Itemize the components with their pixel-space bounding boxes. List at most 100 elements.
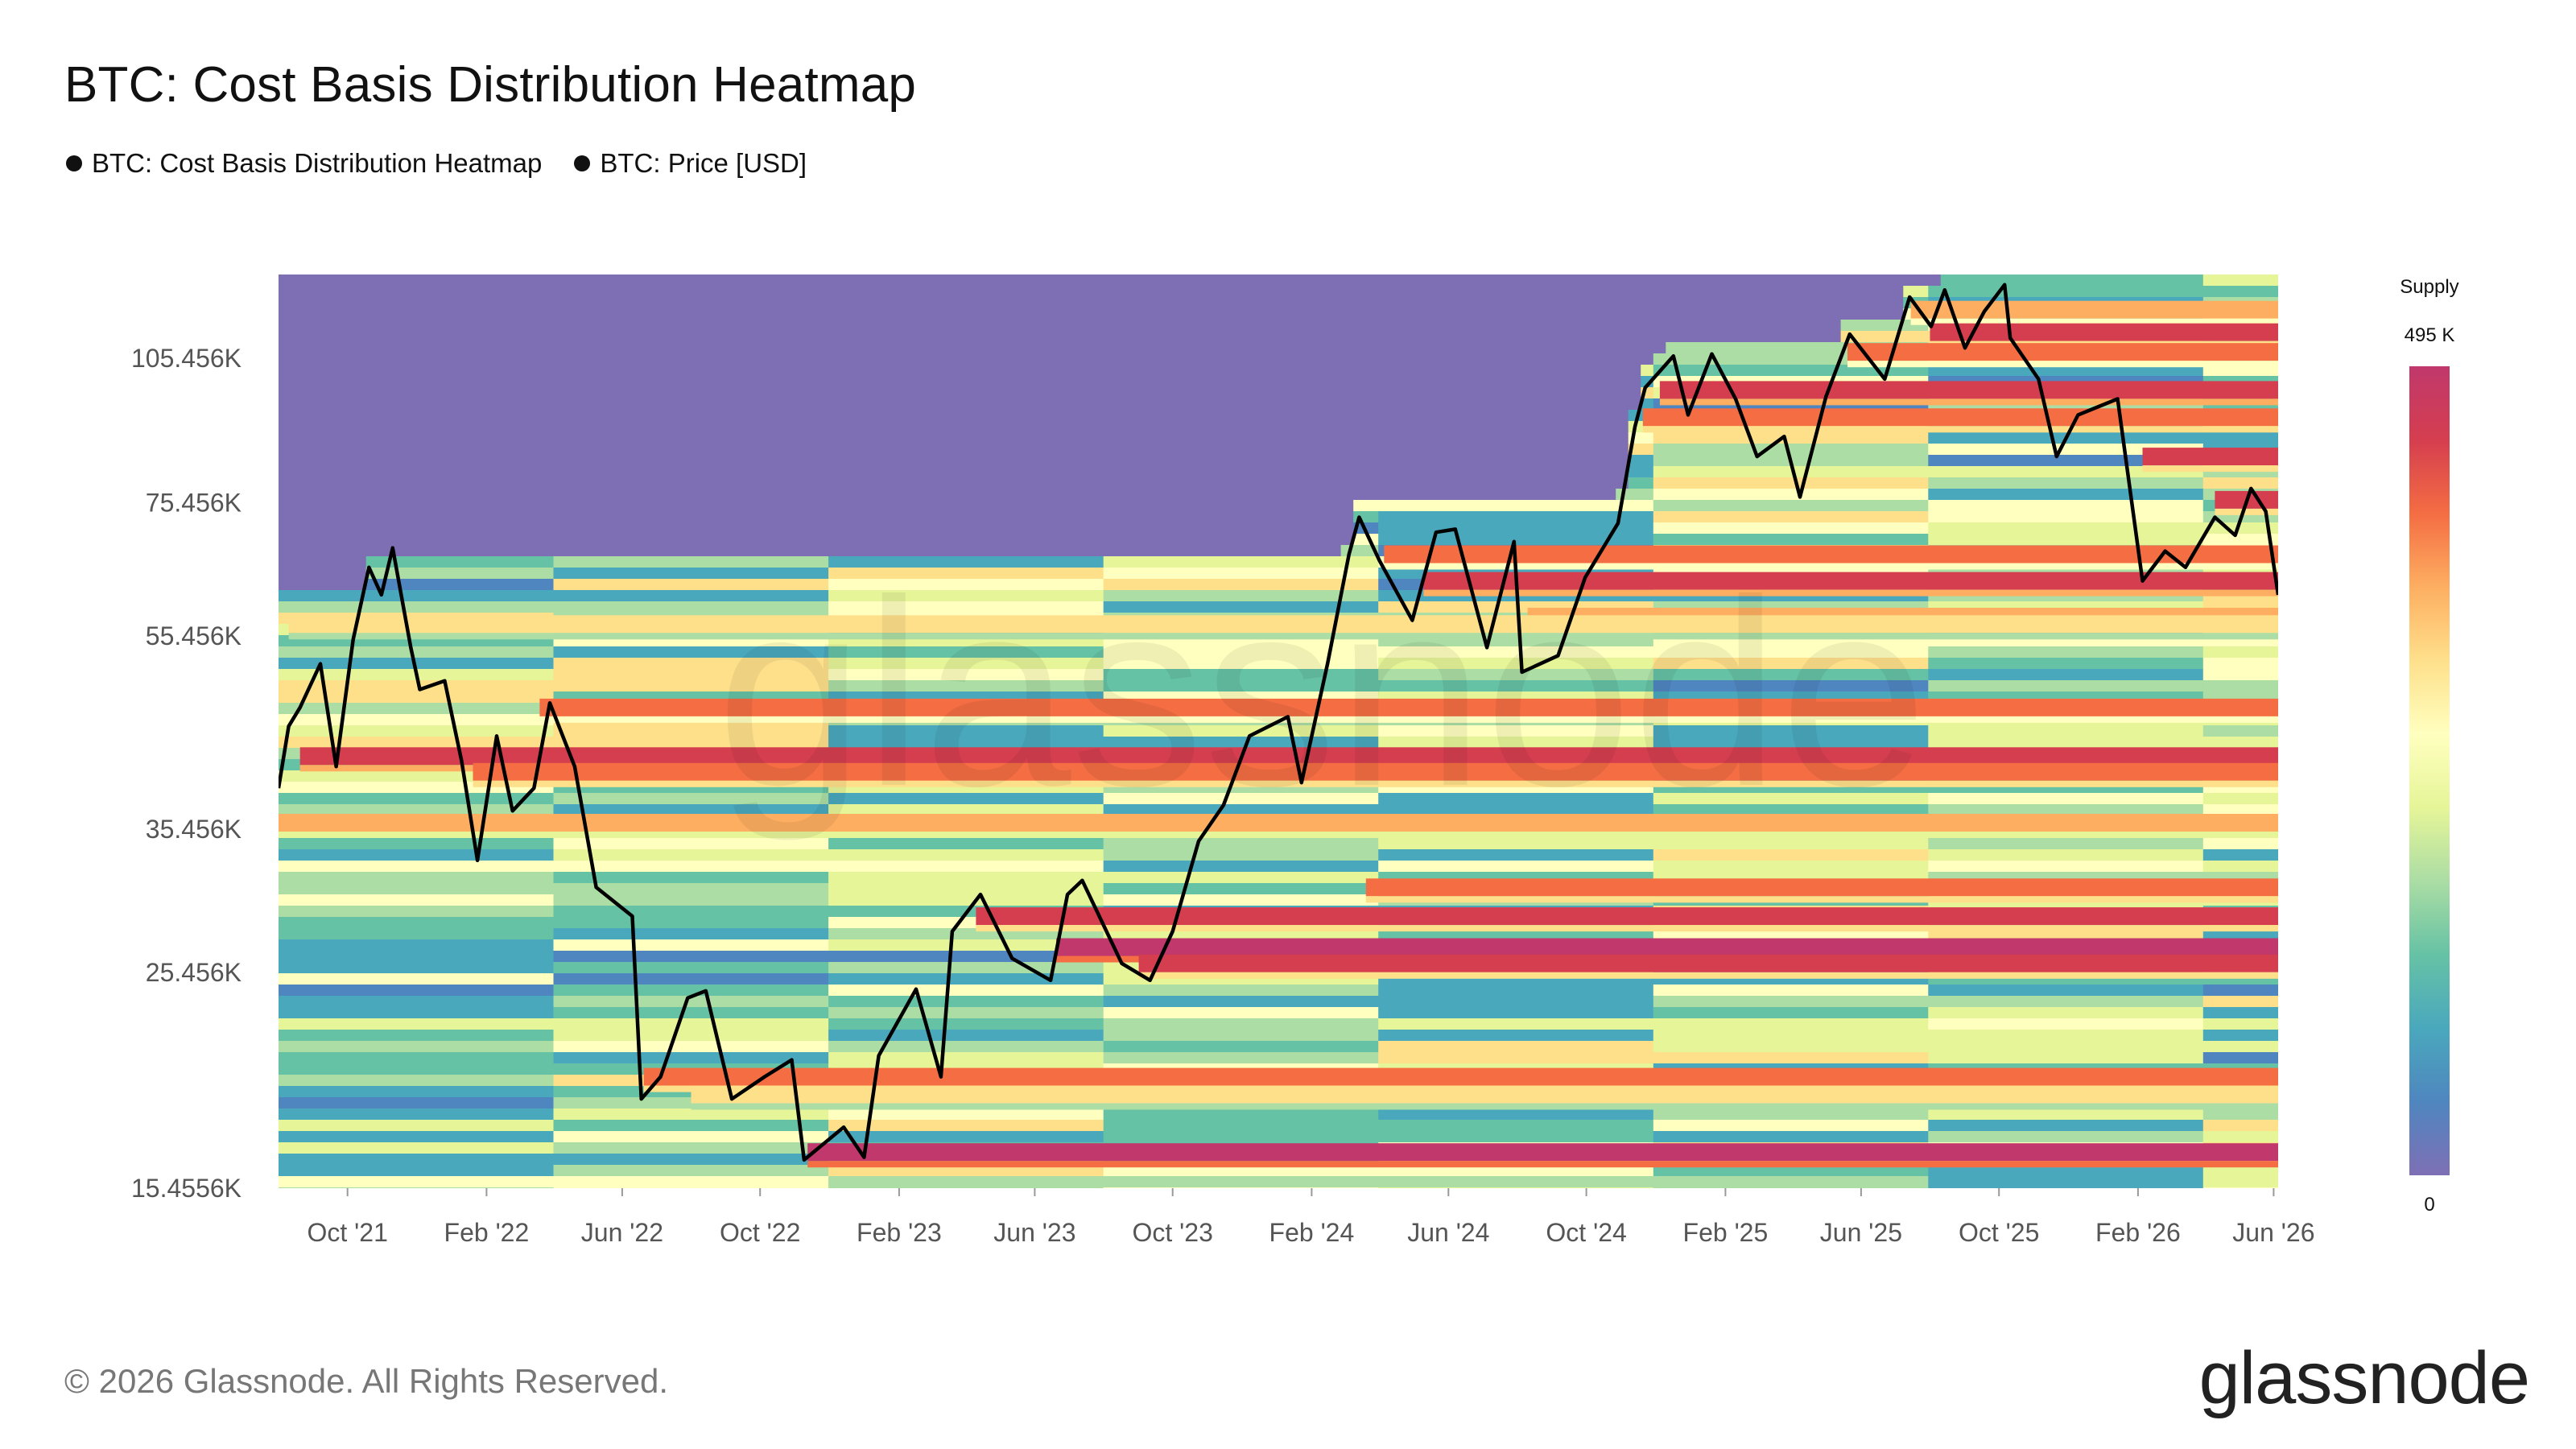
heatmap-cell (828, 1108, 1104, 1121)
heatmap-cell (1641, 398, 1654, 411)
x-tick-label: Feb '23 (857, 1218, 942, 1247)
heatmap-cell (2202, 996, 2278, 1008)
price-line[interactable] (279, 283, 2278, 1162)
x-tick-label: Oct '22 (720, 1218, 800, 1247)
heatmap-cell (553, 962, 829, 974)
heatmap-cell (1653, 669, 1929, 681)
heatmap-cell (1653, 1007, 1929, 1019)
heatmap-cell (279, 1142, 555, 1154)
heatmap-cell (2202, 1041, 2278, 1053)
heatmap-cell (1653, 838, 1929, 850)
heatmap-cell (553, 680, 829, 692)
heatmap-cell (1378, 838, 1654, 850)
legend-item-price[interactable]: BTC: Price [USD] (574, 148, 807, 179)
heatmap-cell (828, 1007, 1104, 1019)
heatmap-bands-layer (279, 300, 2278, 1168)
heatmap-cell (1103, 579, 1379, 591)
heatmap-cell (1103, 883, 1379, 895)
supply-band-fringe (288, 633, 2278, 640)
heatmap-cell (1928, 1041, 2204, 1053)
heatmap-cell (1103, 601, 1379, 613)
x-tick-label: Oct '25 (1959, 1218, 2039, 1247)
heatmap-cell (1653, 511, 1929, 523)
heatmap-cell (279, 1108, 555, 1121)
supply-band-fringe (539, 716, 2278, 723)
heatmap-cell (279, 973, 555, 985)
heatmap-cell (553, 928, 829, 940)
heatmap-cell (279, 985, 555, 997)
heatmap-cell (1353, 500, 1379, 512)
heatmap-cell (1103, 793, 1379, 805)
heatmap-cell (1103, 849, 1379, 861)
heatmap-cell (828, 804, 1104, 816)
x-tick-label: Jun '25 (1820, 1218, 1902, 1247)
heatmap-cell (279, 861, 555, 873)
heatmap-cell (2202, 725, 2278, 737)
heatmap-cell (828, 568, 1104, 580)
heatmap-cell (279, 737, 555, 749)
supply-band (976, 907, 2278, 926)
heatmap-cell (1378, 534, 1654, 546)
heatmap-cell (1641, 365, 1654, 377)
heatmap-cell (828, 985, 1104, 997)
heatmap-cell (828, 793, 1104, 805)
heatmap-cell (1928, 849, 2204, 861)
heatmap-cell (553, 1154, 829, 1166)
heatmap-cell (1928, 646, 2204, 658)
supply-band (2142, 448, 2278, 466)
heatmap-cell (828, 849, 1104, 861)
heatmap-cell (1378, 1007, 1654, 1019)
heatmap-cell (1378, 1176, 1654, 1188)
y-tick-label: 25.456K (146, 958, 242, 987)
heatmap-cell (2202, 1108, 2278, 1121)
heatmap-cell (1928, 1030, 2204, 1042)
heatmap-cell (279, 939, 555, 952)
heatmap-cell (828, 590, 1104, 602)
heatmap-cell (2202, 985, 2278, 997)
heatmap-cell (1628, 455, 1654, 467)
supply-band (1365, 878, 2278, 897)
heatmap-cell (1653, 477, 1929, 489)
heatmap-cell (279, 1007, 555, 1019)
heatmap-cell (1653, 658, 1929, 670)
colorbar-min-label: 0 (2424, 1194, 2434, 1216)
legend-label-heatmap: BTC: Cost Basis Distribution Heatmap (92, 148, 543, 178)
heatmap-cell (1653, 1108, 1929, 1121)
heatmap-cell (1378, 1187, 1654, 1188)
heatmap-cell (279, 1187, 555, 1188)
heatmap-cell (2202, 737, 2278, 749)
heatmap-cell (553, 849, 829, 861)
supply-band (1384, 545, 2278, 564)
heatmap-cell (828, 939, 1104, 952)
legend-item-heatmap[interactable]: BTC: Cost Basis Distribution Heatmap (66, 148, 542, 179)
heatmap-cell (553, 1007, 829, 1019)
brand-logo[interactable]: glassnode (2198, 1337, 2530, 1419)
heatmap-cell (553, 996, 829, 1008)
heatmap-cell (553, 985, 829, 997)
heatmap-cell (1928, 455, 2204, 467)
heatmap-cell (553, 1187, 829, 1188)
supply-band (1910, 300, 2278, 319)
heatmap-cell (1928, 500, 2204, 512)
heatmap-cell (1653, 1018, 1929, 1030)
heatmap-cell (1653, 996, 1929, 1008)
heatmap-cell (279, 725, 555, 737)
heatmap-cell (1928, 669, 2204, 681)
heatmap-cell (828, 556, 1104, 568)
heatmap-cell (2202, 1120, 2278, 1132)
heatmap-cell (553, 658, 829, 670)
plot-area[interactable]: glassnode (279, 275, 2279, 1199)
supply-band-fringe (473, 780, 2278, 787)
heatmap-cell (553, 973, 829, 985)
heatmap-cell (1103, 725, 1379, 737)
heatmap-cell (365, 579, 555, 591)
supply-band (288, 615, 2278, 634)
heatmap-cell (2202, 1165, 2278, 1177)
heatmap-cell (1928, 534, 2204, 546)
heatmap-cell (553, 838, 829, 850)
heatmap-cell (1628, 466, 1654, 478)
heatmap-cell (279, 1018, 555, 1030)
heatmap-cell (553, 1030, 829, 1042)
y-tick-label: 55.456K (146, 621, 242, 650)
